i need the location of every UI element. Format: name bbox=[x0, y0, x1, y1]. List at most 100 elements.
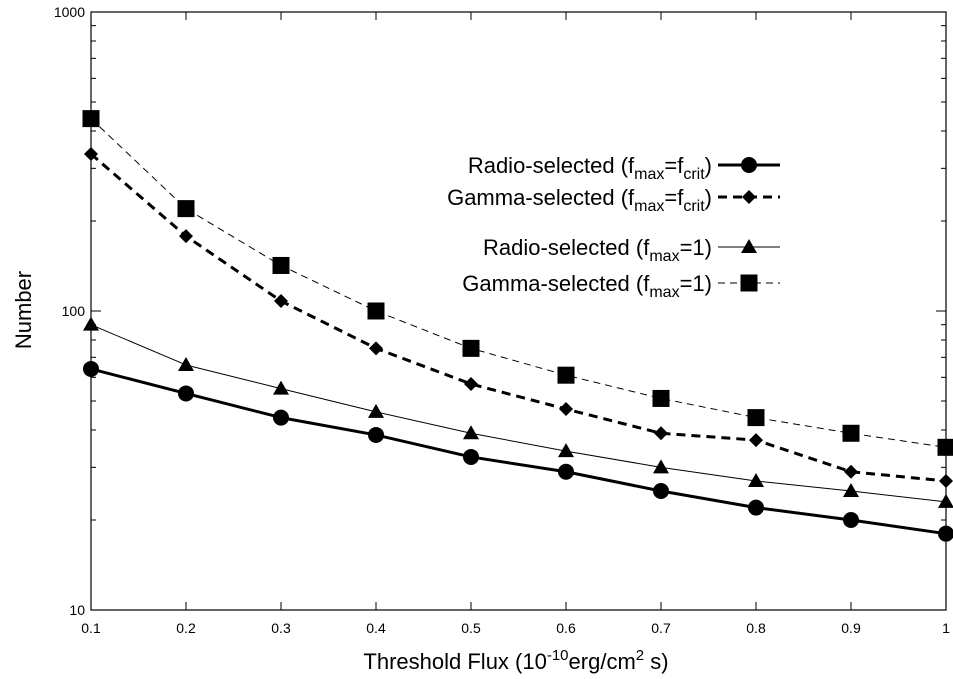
data-point-radio_1 bbox=[273, 380, 289, 395]
legend-entry-gamma_1: Gamma-selected (fmax=1) bbox=[462, 271, 780, 301]
y-tick-label: 10 bbox=[69, 602, 85, 618]
series-line-gamma_crit bbox=[90, 152, 947, 483]
y-tick-label: 1000 bbox=[54, 4, 85, 20]
data-point-gamma_crit bbox=[464, 376, 478, 391]
data-point-gamma_1 bbox=[747, 409, 765, 427]
legend-label-part: Radio-selected (f bbox=[483, 235, 650, 260]
data-point-radio_1 bbox=[938, 493, 953, 508]
data-point-radio_crit bbox=[368, 426, 384, 443]
data-point-radio_crit bbox=[748, 499, 764, 516]
series-line-gamma_1 bbox=[90, 118, 947, 448]
x-axis-title: Threshold Flux (10-10erg/cm2 s) bbox=[363, 647, 668, 674]
data-point-radio_1 bbox=[558, 443, 574, 458]
y-tick-label: 100 bbox=[62, 303, 86, 319]
series-line-radio_1 bbox=[90, 324, 947, 503]
legend-label-part: Radio-selected (f bbox=[468, 153, 635, 178]
data-point-gamma_1 bbox=[82, 110, 100, 128]
data-point-gamma_1 bbox=[462, 339, 480, 357]
legend-marker bbox=[740, 274, 758, 292]
series-gamma_1 bbox=[82, 110, 953, 456]
x-tick-label: 0.2 bbox=[176, 620, 196, 636]
data-point-gamma_crit bbox=[939, 474, 953, 489]
data-point-gamma_crit bbox=[179, 229, 193, 244]
legend-label-part: ) bbox=[705, 185, 712, 210]
data-point-gamma_crit bbox=[654, 426, 668, 441]
legend-label-part: =f bbox=[664, 185, 684, 210]
legend-label-part: Gamma-selected (f bbox=[447, 185, 635, 210]
data-point-gamma_1 bbox=[557, 366, 575, 384]
data-point-radio_1 bbox=[463, 425, 479, 440]
data-point-radio_crit bbox=[83, 360, 99, 377]
legend-entry-radio_crit: Radio-selected (fmax=fcrit) bbox=[468, 153, 780, 183]
data-point-radio_1 bbox=[83, 316, 99, 331]
legend-label-subscript: max bbox=[649, 284, 679, 301]
data-point-radio_1 bbox=[653, 459, 669, 474]
legend-label-subscript: crit bbox=[683, 198, 705, 215]
legend-label-subscript: crit bbox=[683, 166, 705, 183]
x-tick-label: 0.7 bbox=[651, 620, 671, 636]
legend-label-subscript: max bbox=[634, 166, 664, 183]
data-point-gamma_crit bbox=[749, 433, 763, 448]
legend-label-part: =f bbox=[664, 153, 684, 178]
data-point-gamma_1 bbox=[652, 389, 670, 407]
x-tick-label: 0.4 bbox=[366, 620, 386, 636]
legend-label-part: ) bbox=[705, 153, 712, 178]
x-axis-title-post: s) bbox=[644, 649, 668, 674]
data-point-radio_1 bbox=[178, 356, 194, 371]
legend-entry-radio_1: Radio-selected (fmax=1) bbox=[483, 235, 780, 265]
data-point-radio_crit bbox=[178, 385, 194, 402]
series-radio_crit bbox=[83, 360, 953, 542]
data-point-gamma_crit bbox=[369, 341, 383, 356]
legend: Radio-selected (fmax=fcrit)Gamma-selecte… bbox=[447, 153, 780, 301]
legend-label: Radio-selected (fmax=fcrit) bbox=[468, 153, 712, 183]
x-tick-label: 0.6 bbox=[556, 620, 576, 636]
data-point-gamma_1 bbox=[937, 438, 953, 456]
data-point-gamma_1 bbox=[842, 424, 860, 442]
legend-entry-gamma_crit: Gamma-selected (fmax=fcrit) bbox=[447, 185, 780, 215]
legend-label-part: Gamma-selected (f bbox=[462, 271, 650, 296]
data-point-radio_1 bbox=[368, 403, 384, 418]
legend-label: Gamma-selected (fmax=fcrit) bbox=[447, 185, 712, 215]
data-point-radio_crit bbox=[273, 409, 289, 426]
legend-marker bbox=[742, 190, 756, 204]
x-tick-label: 0.9 bbox=[841, 620, 861, 636]
legend-marker bbox=[741, 157, 757, 173]
series-layer bbox=[82, 110, 953, 542]
series-line-radio_crit bbox=[90, 367, 947, 536]
x-tick-label: 0.5 bbox=[461, 620, 481, 636]
data-point-gamma_1 bbox=[177, 200, 195, 218]
axes: 0.1 0.2 0.3 0.4 0.5 0.6 0.7 0.8 0.9 1 10 100 1000 bbox=[54, 4, 950, 636]
x-axis-title-sup2: 2 bbox=[636, 647, 644, 664]
legend-label-subscript: max bbox=[634, 198, 664, 215]
data-point-gamma_crit bbox=[559, 402, 573, 417]
data-point-radio_crit bbox=[843, 511, 859, 528]
x-axis-title-sup1: -10 bbox=[547, 647, 569, 664]
x-axis-title-mid: erg/cm bbox=[569, 649, 636, 674]
data-point-radio_crit bbox=[463, 448, 479, 465]
data-point-radio_crit bbox=[558, 463, 574, 480]
x-tick-label: 0.8 bbox=[746, 620, 766, 636]
data-point-gamma_1 bbox=[272, 256, 290, 274]
data-point-gamma_crit bbox=[84, 147, 98, 162]
legend-label-part: =1) bbox=[680, 235, 712, 260]
legend-label: Gamma-selected (fmax=1) bbox=[462, 271, 712, 301]
data-point-radio_1 bbox=[748, 473, 764, 488]
series-radio_1 bbox=[83, 316, 953, 508]
legend-marker bbox=[741, 239, 757, 253]
y-axis-title: Number bbox=[11, 271, 36, 349]
data-point-gamma_crit bbox=[274, 294, 288, 309]
data-point-radio_crit bbox=[938, 525, 953, 542]
legend-label: Radio-selected (fmax=1) bbox=[483, 235, 712, 265]
data-point-gamma_crit bbox=[844, 464, 858, 479]
data-point-radio_crit bbox=[653, 483, 669, 500]
x-axis-title-pre: Threshold Flux (10 bbox=[363, 649, 546, 674]
series-gamma_crit bbox=[84, 147, 953, 489]
data-point-radio_1 bbox=[843, 483, 859, 498]
legend-label-subscript: max bbox=[649, 248, 679, 265]
x-tick-label: 0.3 bbox=[271, 620, 291, 636]
x-tick-label: 0.1 bbox=[81, 620, 101, 636]
x-tick-label: 1 bbox=[942, 620, 950, 636]
data-point-gamma_1 bbox=[367, 302, 385, 320]
